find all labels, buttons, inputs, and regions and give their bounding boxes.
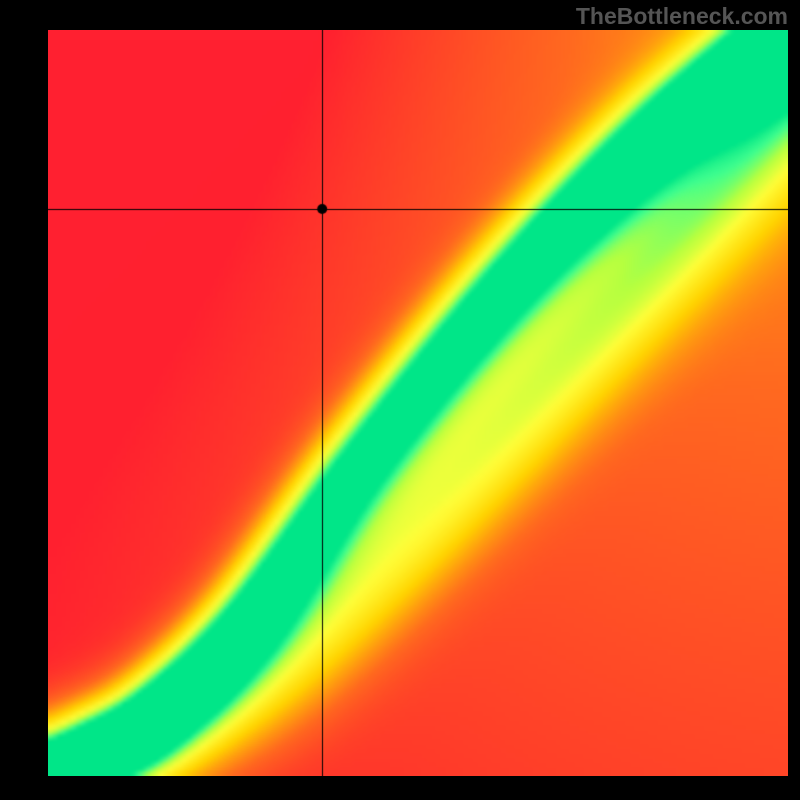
chart-stage: { "canvas_size": { "w": 800, "h": 800 },…: [0, 0, 800, 800]
bottleneck-heatmap-canvas: [48, 30, 788, 776]
watermark-text: TheBottleneck.com: [576, 3, 788, 30]
